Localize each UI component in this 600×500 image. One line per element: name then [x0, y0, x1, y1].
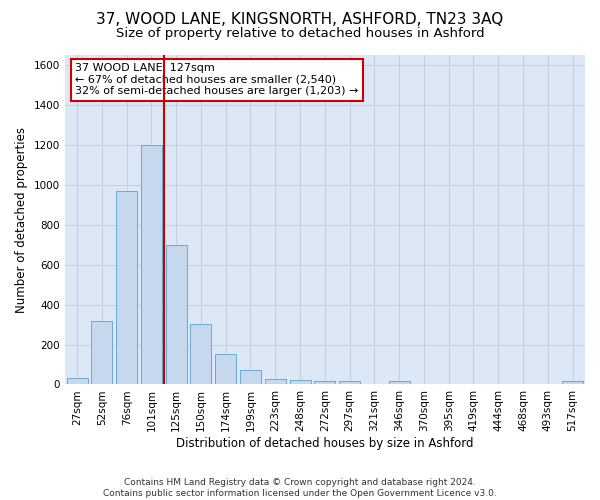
Bar — [240, 370, 261, 384]
Bar — [389, 382, 410, 384]
X-axis label: Distribution of detached houses by size in Ashford: Distribution of detached houses by size … — [176, 437, 473, 450]
Bar — [190, 324, 211, 384]
Bar — [562, 382, 583, 384]
Text: Size of property relative to detached houses in Ashford: Size of property relative to detached ho… — [116, 28, 484, 40]
Y-axis label: Number of detached properties: Number of detached properties — [15, 126, 28, 312]
Bar — [67, 378, 88, 384]
Bar — [141, 145, 162, 384]
Bar — [314, 382, 335, 384]
Bar — [116, 191, 137, 384]
Bar — [215, 354, 236, 384]
Bar — [91, 320, 112, 384]
Text: Contains HM Land Registry data © Crown copyright and database right 2024.
Contai: Contains HM Land Registry data © Crown c… — [103, 478, 497, 498]
Bar — [166, 244, 187, 384]
Text: 37 WOOD LANE: 127sqm
← 67% of detached houses are smaller (2,540)
32% of semi-de: 37 WOOD LANE: 127sqm ← 67% of detached h… — [75, 63, 358, 96]
Bar — [339, 382, 360, 384]
Text: 37, WOOD LANE, KINGSNORTH, ASHFORD, TN23 3AQ: 37, WOOD LANE, KINGSNORTH, ASHFORD, TN23… — [97, 12, 503, 28]
Bar — [265, 380, 286, 384]
Bar — [290, 380, 311, 384]
